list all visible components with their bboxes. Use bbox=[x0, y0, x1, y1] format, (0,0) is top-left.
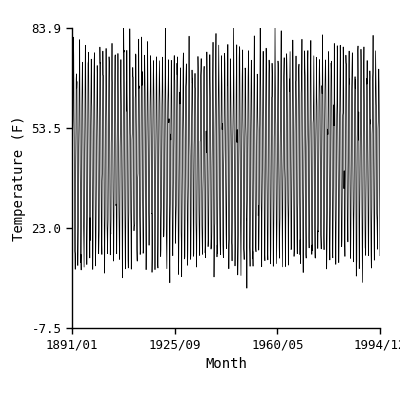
X-axis label: Month: Month bbox=[205, 357, 247, 371]
Y-axis label: Temperature (F): Temperature (F) bbox=[12, 115, 26, 241]
